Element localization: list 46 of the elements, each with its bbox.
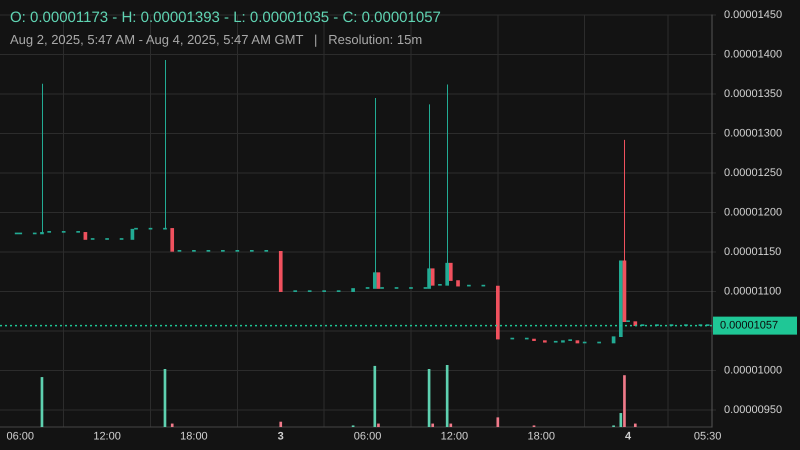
x-tick-label: 3 xyxy=(278,430,284,442)
candlestick xyxy=(170,228,174,252)
x-tick-label: 4 xyxy=(625,430,632,442)
bar xyxy=(373,366,376,427)
bar xyxy=(428,368,430,427)
text: Aug 2, 2025, 5:47 AM - Aug 4, 2025, 5:47 AM GMT | Resolution: 15m xyxy=(10,32,424,47)
x-tick-label: 06:00 xyxy=(354,430,382,442)
candlestick xyxy=(40,83,44,234)
x-tick-label: 05:30 xyxy=(694,430,722,442)
x-tick-label: 18:00 xyxy=(527,430,555,442)
bar xyxy=(446,364,448,427)
x-tick-label: 12:00 xyxy=(93,430,121,442)
bar xyxy=(449,423,452,427)
candlestick xyxy=(130,228,134,240)
y-tick-label: 0.00001100 xyxy=(724,286,782,298)
y-tick-label: 0.00001000 xyxy=(724,364,782,377)
bar xyxy=(279,422,282,427)
x-tick-label: 18:00 xyxy=(180,430,208,442)
bar xyxy=(620,412,622,427)
x-tick-label: 12:00 xyxy=(440,430,468,442)
candlestick xyxy=(448,262,453,282)
y-tick-label: 0.00001450 xyxy=(724,9,782,22)
y-tick-label: 0.00001350 xyxy=(724,88,782,100)
bar xyxy=(431,423,434,427)
bar xyxy=(164,368,166,427)
bar xyxy=(634,423,637,427)
x-tick-label: 06:00 xyxy=(6,430,34,442)
bar xyxy=(623,375,626,427)
y-tick-label: 0.00001400 xyxy=(724,48,782,61)
chart-title: O: 0.00001173 - H: 0.00001393 - L: 0.00001035 - C: 0.00001057 xyxy=(10,9,441,26)
candlestick xyxy=(445,84,449,286)
y-tick-label: 0.00001200 xyxy=(724,206,782,219)
y-tick-label: 0.00001150 xyxy=(724,246,782,258)
bar xyxy=(496,417,500,427)
candlestick xyxy=(427,104,431,289)
candlestick xyxy=(376,272,380,289)
y-tick-label: 0.00001300 xyxy=(724,128,782,140)
candlestick xyxy=(372,97,377,289)
bar xyxy=(377,423,380,427)
y-tick-label: 0.00001250 xyxy=(724,167,782,180)
candlestick xyxy=(163,60,167,230)
ref-line-label: 0.00001057 xyxy=(720,320,778,332)
y-tick-label: 0.00000950 xyxy=(724,404,782,416)
candlestick xyxy=(430,268,435,286)
bar xyxy=(170,423,174,427)
bar xyxy=(40,376,44,427)
